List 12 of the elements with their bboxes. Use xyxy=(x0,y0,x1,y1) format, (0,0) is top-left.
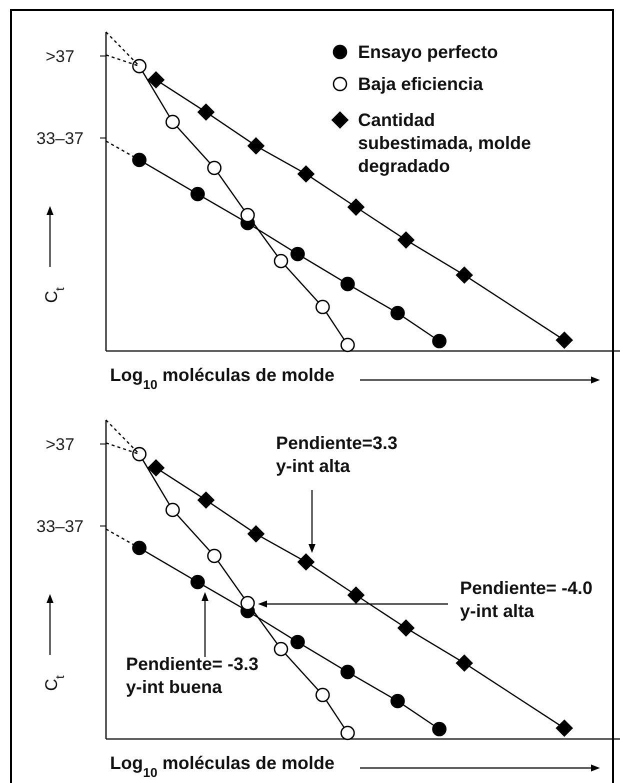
text: >37 xyxy=(46,435,74,454)
legend-label: Cantidad subestimada, molde degradado xyxy=(358,110,532,176)
text: >37 xyxy=(46,47,74,66)
annotation: Pendiente= -4.0 y-int alta xyxy=(460,578,593,621)
legend-label: Baja eficiencia xyxy=(358,74,484,94)
annotation: Pendiente= -3.3 y-int buena xyxy=(126,654,259,697)
text: 33–37 xyxy=(36,129,84,148)
x-axis-title: Log$_{10}$ moléculas de molde xyxy=(110,365,334,392)
annotation: Pendiente=3.3 y-int alta xyxy=(276,433,398,476)
x-axis-title: Log$_{10}$ moléculas de molde xyxy=(110,753,334,780)
legend-label: Ensayo perfecto xyxy=(358,42,498,62)
text: 33–37 xyxy=(36,517,84,536)
